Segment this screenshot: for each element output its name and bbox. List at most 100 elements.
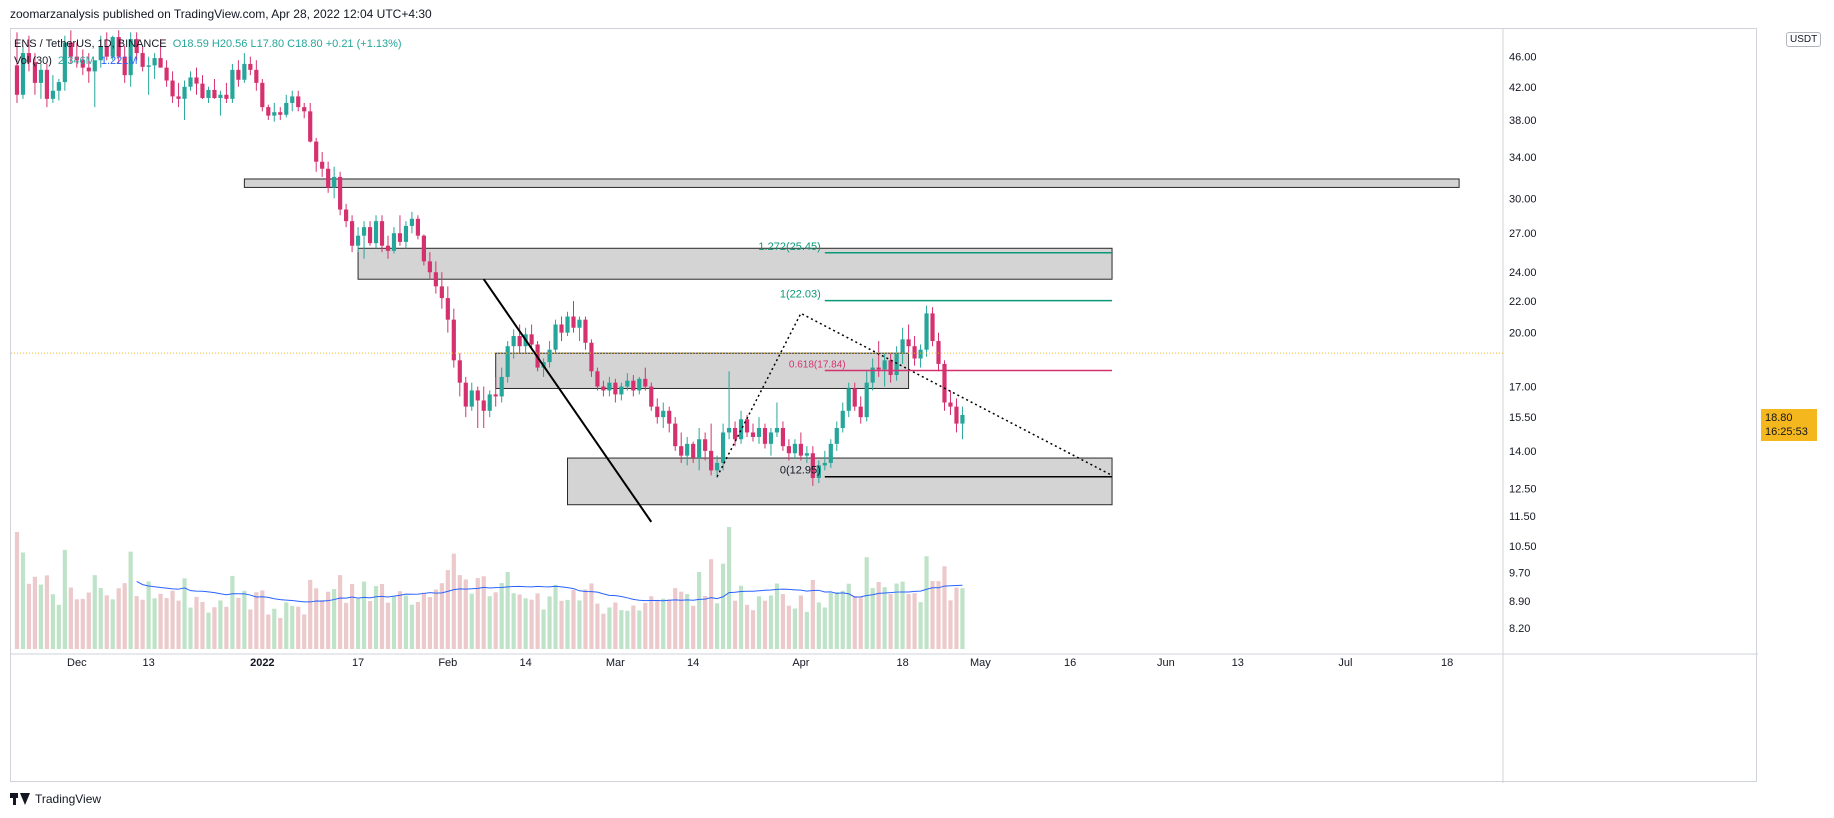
candle-body[interactable] <box>906 339 911 347</box>
candle-body[interactable] <box>846 388 851 411</box>
candle-body[interactable] <box>385 245 391 251</box>
candle-body[interactable] <box>302 107 307 112</box>
candle-body[interactable] <box>50 90 55 99</box>
candle-body[interactable] <box>607 382 612 391</box>
candle-body[interactable] <box>296 96 301 108</box>
candle-body[interactable] <box>595 371 600 387</box>
downtrend-line[interactable] <box>482 278 653 523</box>
candle-body[interactable] <box>487 394 492 411</box>
candle-body[interactable] <box>954 406 959 424</box>
candle-body[interactable] <box>912 346 917 359</box>
candle-body[interactable] <box>726 428 732 433</box>
candle-body[interactable] <box>367 227 373 244</box>
candle-body[interactable] <box>601 386 606 391</box>
candle-body[interactable] <box>774 428 780 433</box>
candle-body[interactable] <box>577 319 582 328</box>
candle-body[interactable] <box>852 388 857 407</box>
candle-body[interactable] <box>421 235 426 262</box>
candle-body[interactable] <box>194 77 199 84</box>
candle-body[interactable] <box>332 176 337 188</box>
candle-body[interactable] <box>637 378 642 391</box>
candle-body[interactable] <box>308 111 313 142</box>
candle-body[interactable] <box>92 60 97 72</box>
candle-body[interactable] <box>397 233 403 242</box>
candle-body[interactable] <box>116 37 121 57</box>
candle-body[interactable] <box>379 221 385 246</box>
candle-body[interactable] <box>685 443 690 456</box>
candle-body[interactable] <box>409 218 415 226</box>
candle-body[interactable] <box>613 382 618 395</box>
candle-body[interactable] <box>373 221 379 244</box>
candle-body[interactable] <box>804 453 809 456</box>
candle-body[interactable] <box>619 386 624 395</box>
candle-body[interactable] <box>355 235 361 246</box>
candle-body[interactable] <box>272 112 277 116</box>
candle-body[interactable] <box>882 360 887 370</box>
candle-body[interactable] <box>254 69 259 83</box>
candle-body[interactable] <box>720 432 726 463</box>
candle-body[interactable] <box>415 218 421 236</box>
candle-body[interactable] <box>176 96 181 99</box>
candle-body[interactable] <box>80 60 85 68</box>
candle-body[interactable] <box>547 349 552 363</box>
candle-body[interactable] <box>876 367 881 370</box>
candle-body[interactable] <box>691 443 696 459</box>
candle-body[interactable] <box>924 313 929 350</box>
candle-body[interactable] <box>661 410 666 418</box>
chart-canvas[interactable]: 1.272(25.45) 1(22.03) 0(12.95) 0.618(17.84)… <box>11 29 1758 783</box>
candle-body[interactable] <box>26 53 32 63</box>
candle-body[interactable] <box>822 462 827 466</box>
candle-body[interactable] <box>68 42 73 57</box>
candle-body[interactable] <box>206 89 211 99</box>
candle-body[interactable] <box>709 450 714 471</box>
candle-body[interactable] <box>38 69 44 83</box>
candle-body[interactable] <box>505 346 510 377</box>
candle-body[interactable] <box>888 360 893 376</box>
candle-body[interactable] <box>338 176 343 210</box>
candle-body[interactable] <box>792 443 797 454</box>
candle-body[interactable] <box>152 58 157 66</box>
candle-body[interactable] <box>188 77 193 87</box>
candle-body[interactable] <box>589 342 594 372</box>
candle-body[interactable] <box>798 443 803 456</box>
candle-body[interactable] <box>98 45 103 61</box>
candle-body[interactable] <box>164 67 169 81</box>
candle-body[interactable] <box>218 94 223 99</box>
candle-body[interactable] <box>403 225 409 242</box>
footer-brand[interactable]: TradingView <box>35 792 102 806</box>
candle-body[interactable] <box>445 298 450 320</box>
candle-body[interactable] <box>74 56 79 61</box>
candle-body[interactable] <box>750 432 756 437</box>
candle-body[interactable] <box>756 428 762 437</box>
currency-button[interactable]: USDT <box>1786 32 1822 47</box>
candle-body[interactable] <box>158 58 163 68</box>
candle-body[interactable] <box>469 390 474 407</box>
candle-body[interactable] <box>20 53 26 95</box>
volume-label[interactable]: Vol (30) <box>14 55 52 67</box>
candle-body[interactable] <box>643 378 648 387</box>
candle-body[interactable] <box>511 335 516 347</box>
candle-body[interactable] <box>182 86 187 99</box>
candle-body[interactable] <box>463 382 468 407</box>
candle-body[interactable] <box>738 419 744 440</box>
candle-body[interactable] <box>744 419 750 433</box>
candle-body[interactable] <box>475 390 480 401</box>
candle-body[interactable] <box>224 94 229 99</box>
candle-body[interactable] <box>122 56 127 76</box>
candle-body[interactable] <box>840 410 845 429</box>
candle-body[interactable] <box>439 286 444 299</box>
candle-body[interactable] <box>936 341 941 364</box>
candle-body[interactable] <box>278 112 283 115</box>
candle-body[interactable] <box>559 324 564 333</box>
candle-body[interactable] <box>942 363 947 403</box>
candle-body[interactable] <box>44 69 49 99</box>
candle-body[interactable] <box>349 221 355 246</box>
candle-body[interactable] <box>762 428 768 444</box>
candle-body[interactable] <box>894 353 899 376</box>
support-resistance-zone[interactable] <box>243 178 1460 188</box>
candle-body[interactable] <box>242 63 247 80</box>
candle-body[interactable] <box>32 62 38 83</box>
candle-body[interactable] <box>732 428 738 440</box>
candle-body[interactable] <box>870 367 875 383</box>
candle-body[interactable] <box>433 272 438 287</box>
